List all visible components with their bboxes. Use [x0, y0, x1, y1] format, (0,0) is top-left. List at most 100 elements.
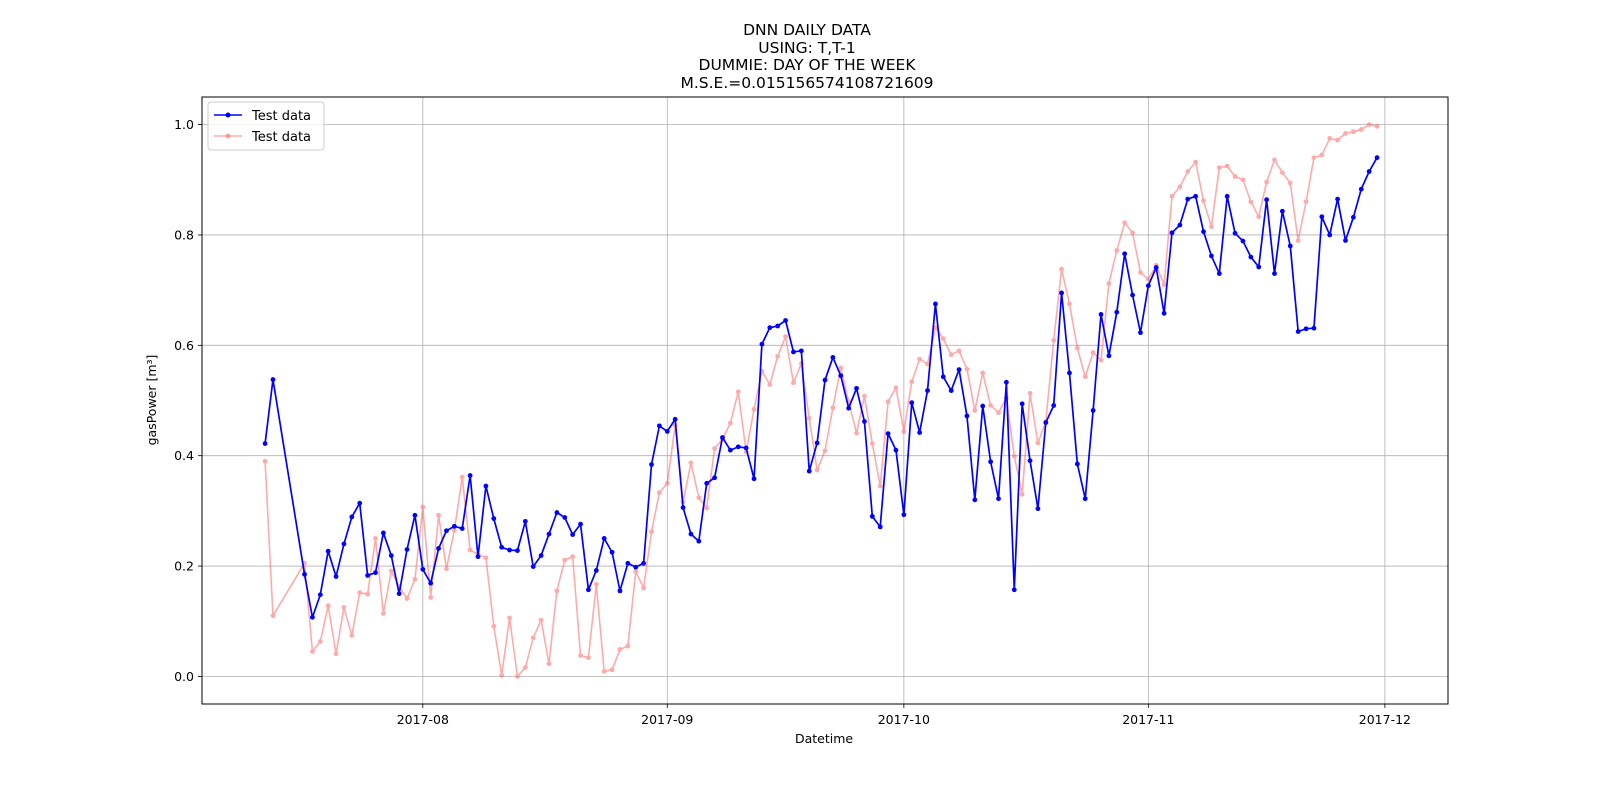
data-point [727, 447, 733, 453]
data-point [1185, 169, 1191, 174]
data-point [862, 393, 867, 399]
data-point [1319, 214, 1325, 220]
data-point [641, 585, 647, 591]
data-point [830, 405, 836, 411]
data-point [1240, 238, 1246, 244]
data-point [1161, 282, 1167, 288]
data-point [1374, 123, 1380, 129]
data-point [704, 505, 710, 511]
data-point [806, 415, 812, 421]
data-point [562, 515, 568, 520]
data-point [593, 568, 599, 573]
data-point [609, 667, 615, 673]
data-point [1224, 193, 1230, 199]
data-point [1343, 238, 1348, 243]
grid-lines [202, 97, 1448, 704]
data-point [1067, 301, 1072, 307]
data-point [917, 356, 923, 362]
data-point [601, 536, 607, 541]
data-point [530, 635, 536, 641]
data-point [996, 496, 1001, 502]
data-point [388, 568, 394, 574]
data-point [940, 374, 946, 380]
data-point [1248, 254, 1254, 260]
x-tick-label-2017-12: 2017-12 [1359, 712, 1411, 727]
legend-marker-test-data-red [225, 133, 231, 139]
data-point [1098, 357, 1104, 363]
plot-frame [201, 96, 1449, 705]
data-point [727, 420, 733, 426]
data-point [751, 476, 757, 482]
data-point [1216, 165, 1222, 171]
data-point [1319, 152, 1325, 158]
data-point [649, 529, 654, 535]
data-point [554, 510, 560, 515]
data-point [1287, 243, 1293, 249]
data-point [1043, 420, 1049, 425]
data-point [388, 553, 394, 558]
data-point [428, 595, 434, 600]
data-point [933, 301, 938, 307]
data-point [1019, 491, 1025, 497]
data-point [601, 669, 607, 674]
data-point [996, 410, 1001, 416]
data-point [1193, 159, 1199, 165]
data-point [1256, 214, 1262, 220]
data-point [1074, 345, 1080, 351]
data-point [444, 528, 449, 534]
data-point [1145, 283, 1151, 289]
data-point [1279, 208, 1285, 214]
data-point [1232, 230, 1238, 236]
data-point [1011, 453, 1017, 459]
data-point [814, 440, 820, 446]
data-point [956, 367, 962, 372]
data-point [783, 318, 788, 323]
data-point [696, 538, 702, 544]
data-point [1138, 330, 1143, 336]
data-point [1374, 155, 1380, 161]
data-point [712, 475, 717, 481]
data-point [704, 480, 710, 486]
title-line-3: DUMMIE: DAY OF THE WEEK [699, 56, 917, 74]
legend-marker-test-data-blue [225, 112, 231, 118]
data-point [1279, 170, 1285, 176]
data-point [451, 523, 457, 529]
data-point [396, 591, 402, 597]
data-point [869, 441, 875, 446]
data-point [325, 603, 331, 609]
legend-label-test-data-blue: Test data [251, 109, 311, 124]
data-point [735, 389, 741, 395]
data-point [483, 555, 489, 561]
data-point [680, 505, 686, 510]
data-point [325, 548, 331, 554]
data-point [373, 536, 378, 541]
data-point [1011, 587, 1017, 593]
data-point [838, 365, 844, 371]
data-point [1035, 506, 1041, 512]
data-point [467, 473, 473, 478]
data-point [838, 373, 844, 379]
data-point [688, 531, 694, 537]
data-point [1090, 408, 1096, 413]
x-tick-label-2017-11: 2017-11 [1122, 712, 1174, 727]
data-point [1035, 440, 1041, 446]
data-point [980, 403, 986, 409]
title-line-2: USING: T,T-1 [758, 39, 855, 57]
data-point [1153, 265, 1159, 270]
data-point [436, 545, 441, 551]
data-point [1082, 496, 1088, 502]
data-point [712, 446, 717, 451]
data-point [633, 564, 639, 570]
data-point [1059, 290, 1064, 296]
data-point [1067, 370, 1072, 376]
data-point [1177, 184, 1183, 190]
data-point [641, 560, 647, 566]
series-0-test-data [262, 155, 1380, 620]
data-point [317, 639, 323, 645]
data-point [349, 514, 355, 520]
data-point [483, 483, 489, 489]
data-point [270, 613, 276, 619]
x-tick-label-2017-10: 2017-10 [878, 712, 930, 727]
data-point [515, 674, 520, 679]
data-point [1264, 179, 1270, 185]
